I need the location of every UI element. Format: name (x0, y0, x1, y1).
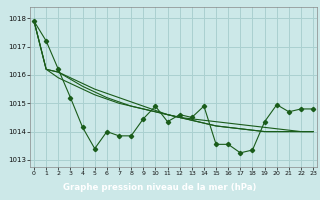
Text: Graphe pression niveau de la mer (hPa): Graphe pression niveau de la mer (hPa) (63, 183, 257, 192)
